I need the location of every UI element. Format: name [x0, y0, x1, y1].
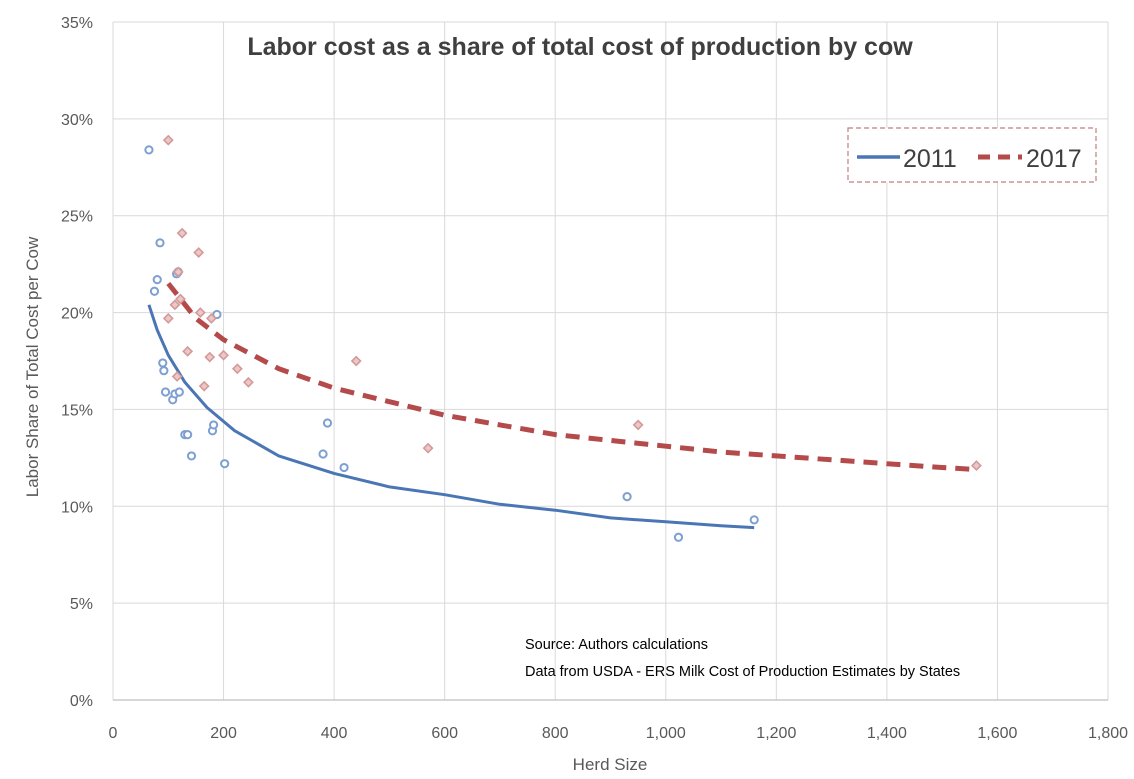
point-2017 — [169, 299, 181, 311]
point-2011 — [160, 387, 171, 397]
x-tick-label: 1,200 — [756, 725, 796, 742]
point-2017 — [218, 349, 229, 361]
trendline-2017 — [166, 281, 977, 472]
point-2011 — [144, 145, 154, 155]
point-2017 — [198, 380, 210, 392]
point-2017 — [176, 227, 188, 239]
point-2011 — [158, 358, 168, 368]
x-axis-label: Herd Size — [573, 755, 648, 774]
y-tick-label: 35% — [61, 15, 93, 32]
point-2017 — [175, 293, 186, 305]
point-2011 — [673, 532, 684, 542]
grid-layer — [112, 21, 1109, 700]
point-2011 — [183, 430, 193, 440]
trendline-2011 — [147, 304, 755, 530]
data-points — [144, 134, 982, 542]
point-2017 — [350, 355, 362, 367]
point-2017 — [172, 266, 184, 278]
point-2017 — [231, 363, 243, 375]
point-2011 — [174, 387, 184, 397]
x-tick-label: 1,400 — [867, 725, 907, 742]
y-tick-labels: 0% 5% 10% 15% 20% 25% 30% 35% — [61, 15, 93, 710]
point-2017 — [971, 460, 982, 472]
point-2017 — [171, 371, 183, 382]
point-2017 — [205, 312, 217, 324]
point-2011 — [186, 451, 197, 461]
point-2017 — [632, 419, 644, 431]
point-2011 — [220, 459, 230, 469]
x-tick-label: 0 — [109, 725, 118, 742]
y-tick-label: 25% — [61, 209, 93, 226]
x-tick-label: 1,600 — [977, 725, 1017, 742]
y-tick-label: 15% — [61, 402, 93, 419]
legend: 2011 2017 — [847, 127, 1097, 183]
point-2011 — [212, 309, 222, 320]
point-2017 — [422, 442, 434, 454]
x-tick-label: 800 — [542, 725, 569, 742]
legend-label-2017: 2017 — [1026, 145, 1082, 173]
point-2017 — [204, 351, 216, 363]
point-2011 — [322, 418, 333, 428]
x-tick-label: 400 — [321, 725, 348, 742]
point-2017 — [162, 134, 174, 146]
point-2017 — [242, 376, 254, 388]
point-2011 — [149, 286, 160, 296]
x-tick-label: 1,000 — [646, 725, 686, 742]
y-tick-label: 5% — [70, 596, 93, 613]
point-2017 — [194, 307, 206, 319]
x-tick-label: 200 — [210, 725, 237, 742]
x-tick-label: 1,800 — [1088, 725, 1128, 742]
point-2011 — [749, 515, 759, 525]
y-tick-label: 20% — [61, 306, 93, 323]
chart-title: Labor cost as a share of total cost of p… — [247, 33, 913, 61]
point-2011 — [339, 462, 349, 473]
y-tick-label: 0% — [70, 693, 93, 710]
point-2011 — [155, 238, 165, 248]
data-source-note: Data from USDA - ERS Milk Cost of Produc… — [525, 664, 960, 680]
trend-lines — [147, 281, 977, 530]
x-tick-label: 600 — [431, 725, 458, 742]
point-2017 — [193, 247, 205, 258]
y-axis-label: Labor Share of Total Cost per Cow — [23, 236, 42, 497]
point-2011 — [209, 420, 219, 430]
point-2011 — [152, 275, 162, 285]
legend-label-2011: 2011 — [903, 145, 957, 173]
point-2011 — [159, 366, 169, 376]
point-2017 — [162, 312, 174, 324]
point-2011 — [318, 449, 328, 459]
point-2017 — [182, 345, 194, 357]
point-2011 — [622, 492, 632, 502]
y-tick-label: 10% — [61, 499, 93, 516]
y-tick-label: 30% — [61, 112, 93, 129]
x-tick-labels: 0 200 400 600 800 1,000 1,200 1,400 1,600 1,800 — [109, 725, 1129, 742]
source-note: Source: Authors calculations — [525, 637, 708, 653]
legend-box — [847, 127, 1097, 183]
